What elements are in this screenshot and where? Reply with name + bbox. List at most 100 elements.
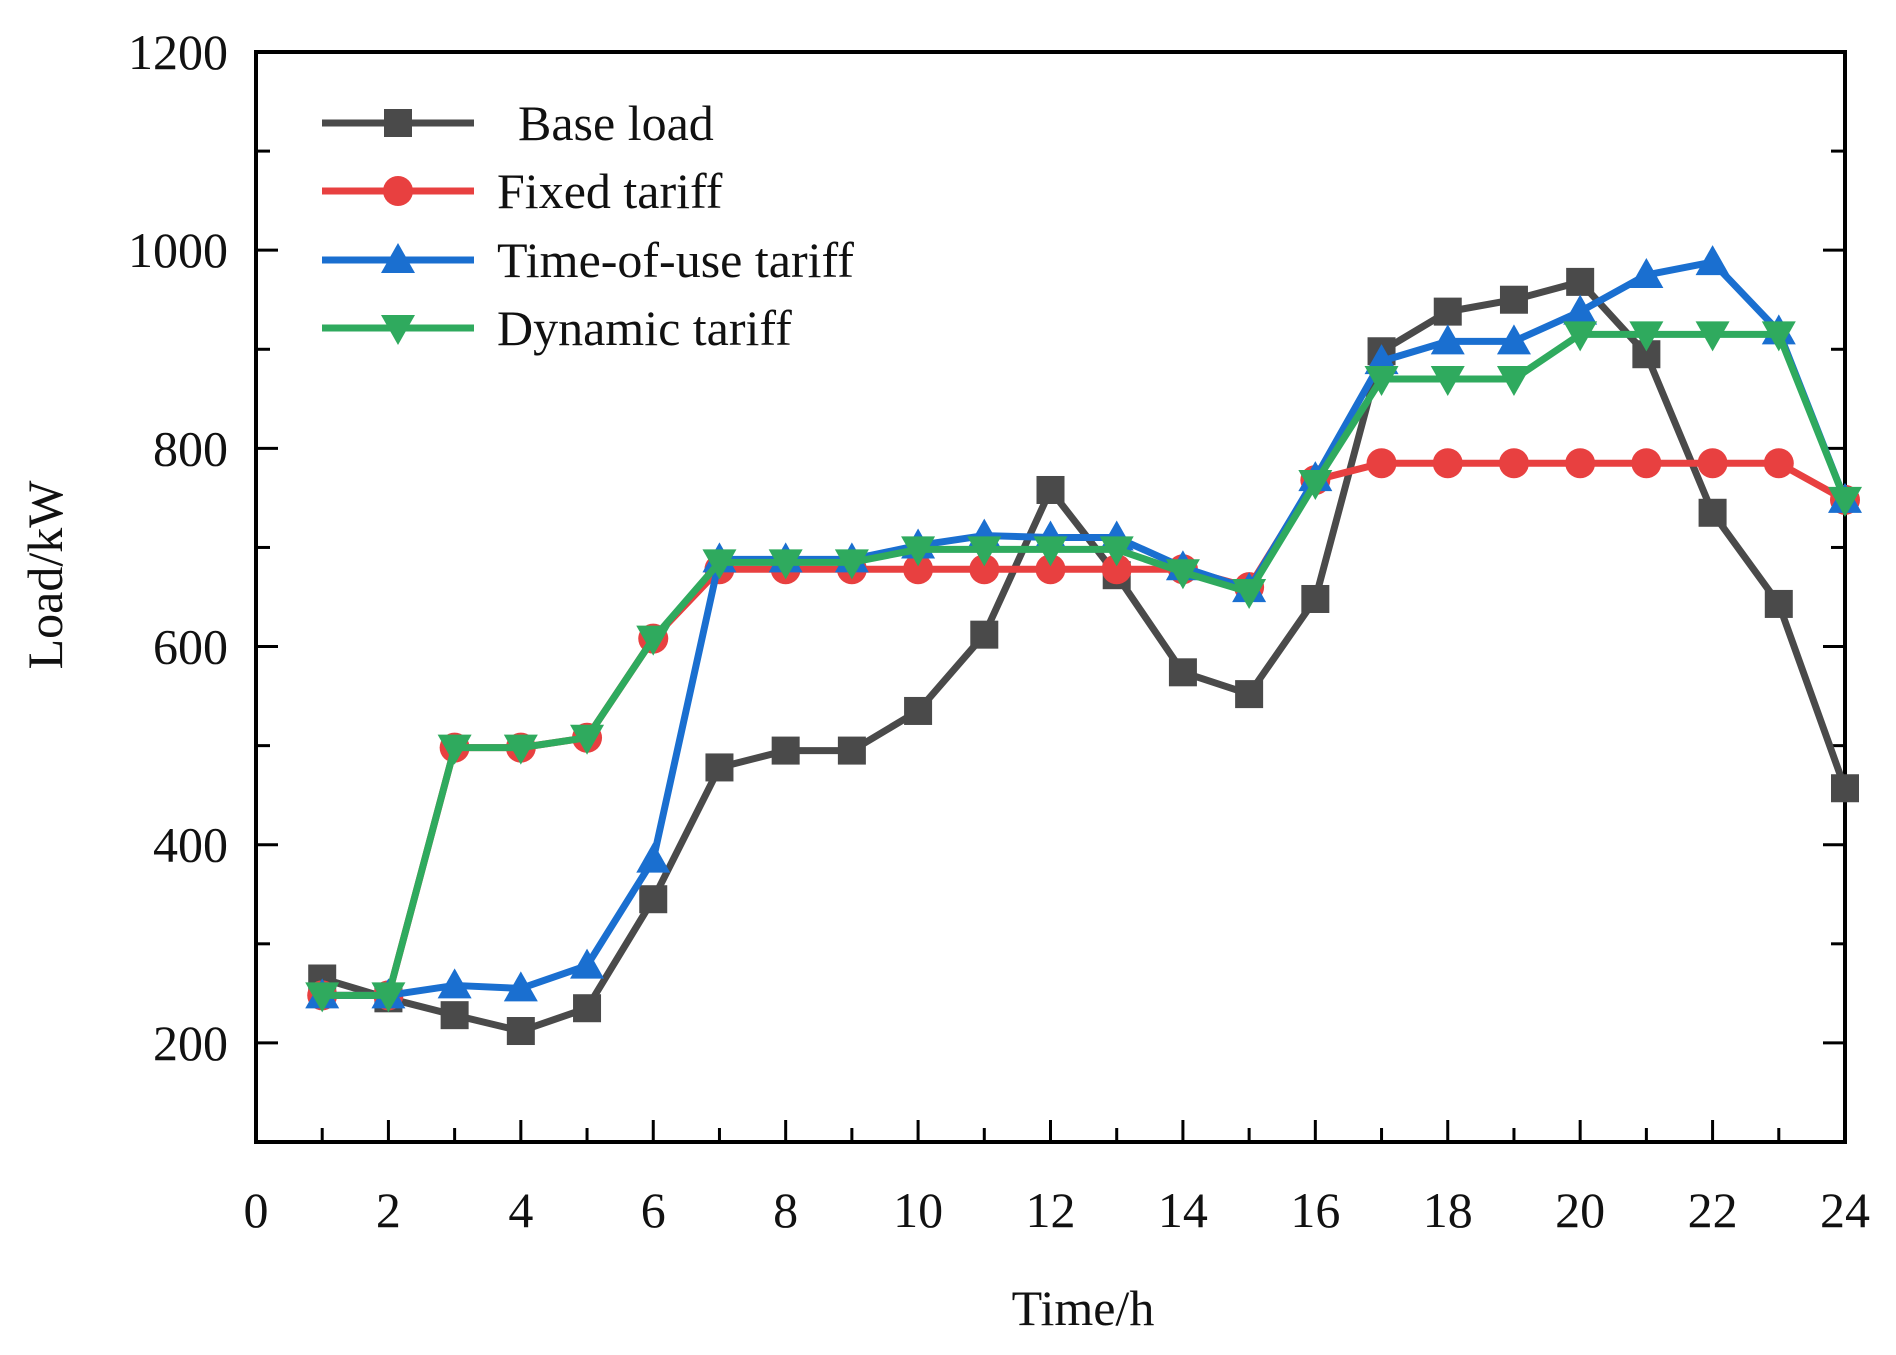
data-point [437,968,472,999]
y-tick-label: 400 [153,817,228,873]
data-point [1232,579,1267,610]
legend-marker [383,176,413,206]
data-point [1631,448,1662,479]
data-point [1763,448,1794,479]
series-line [321,278,1849,1035]
data-point [1035,554,1066,585]
data-point [1563,294,1598,325]
y-tick-label: 800 [153,420,228,476]
x-tick-label: 4 [508,1182,533,1238]
x-tick-label: 12 [1026,1182,1076,1238]
y-tick-label: 1200 [128,24,228,80]
series-3 [305,321,1862,1013]
data-point [570,724,605,755]
data-point [1366,448,1397,479]
data-point [1430,324,1465,355]
data-point [1496,366,1531,396]
data-point [503,971,538,1002]
axes-layer: 0 2 4 6 8 10 12 14 16 18 20 22 242004006008001000120… [128,24,1870,1238]
series-line [322,330,1849,999]
data-point [1101,554,1132,585]
data-point [1168,658,1197,687]
y-tick-label: 600 [153,619,228,675]
data-point [1563,321,1598,352]
data-point [506,1017,535,1046]
x-tick-label: 2 [376,1182,401,1238]
data-point [1099,536,1134,567]
legend-label: Dynamic tariff [497,300,792,356]
x-tick-label: 14 [1158,1182,1208,1238]
data-point [305,982,340,1013]
y-tick-label: 200 [153,1015,228,1071]
data-point [503,734,538,765]
data-point [1235,680,1264,709]
data-point [1828,486,1862,517]
legend-item: Base load [322,95,714,151]
x-tick-label: 6 [641,1182,666,1238]
data-point [967,536,1002,567]
legend-label: Time-of-use tariff [497,232,854,288]
data-point [834,549,869,580]
data-point [969,554,1000,585]
data-point [437,734,472,765]
x-tick-label: 0 [244,1182,269,1238]
data-point [1629,321,1664,352]
data-point [970,620,999,649]
x-tick-label: 24 [1820,1182,1870,1238]
data-point [1695,321,1730,352]
legend-marker [381,315,415,345]
data-point [1033,536,1068,567]
data-point [573,994,602,1023]
data-point [1764,589,1793,618]
legend-label: Fixed tariff [497,163,723,219]
data-point [570,948,605,979]
data-point [440,1001,469,1030]
legend-marker [381,243,415,273]
data-point [371,982,406,1013]
data-point [636,842,671,873]
x-tick-label: 20 [1555,1182,1605,1238]
data-point [904,696,933,725]
legend-label: Base load [518,95,714,151]
x-tick-label: 22 [1688,1182,1738,1238]
data-point [636,625,671,656]
data-point [1432,448,1463,479]
plot-frame [254,50,1847,1144]
data-point [1566,267,1595,296]
legend-marker [384,109,412,137]
x-tick-label: 10 [893,1182,943,1238]
data-point [1499,285,1528,314]
data-point [837,736,866,765]
data-point [705,753,734,782]
data-point [702,549,737,580]
series-0 [308,267,1859,1046]
data-point [771,736,800,765]
series-2 [305,245,1862,1009]
data-point [1629,257,1664,288]
data-point [1695,245,1730,276]
data-point [1165,559,1200,590]
data-point [639,885,668,914]
data-point [1697,448,1728,479]
x-tick-label: 18 [1423,1182,1473,1238]
series-line [322,459,1847,999]
legend: Base load Fixed tariff Time-of-use tariff D… [322,95,854,356]
data-point [901,536,936,567]
data-point [1498,448,1529,479]
x-tick-label: 16 [1290,1182,1340,1238]
legend-item: Fixed tariff [322,163,723,219]
data-point [1298,470,1333,501]
data-point [1761,321,1796,352]
series-layer [305,245,1862,1046]
legend-item: Time-of-use tariff [322,232,854,288]
y-tick-label: 1000 [128,222,228,278]
data-point [768,549,803,580]
data-point [1364,366,1399,396]
data-point [1496,324,1531,355]
y-axis-title: Load/kW [17,480,73,670]
series-line [322,258,1849,999]
x-axis-title: Time/h [1012,1280,1155,1336]
data-point [1036,475,1065,504]
